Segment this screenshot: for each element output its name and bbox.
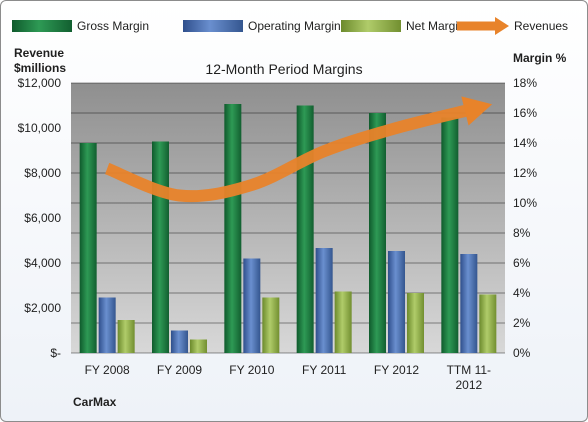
category-label: FY 2010	[229, 363, 274, 377]
operating-margin-bar	[171, 330, 188, 353]
gridlines	[71, 82, 505, 354]
legend-label: Net Margin	[406, 19, 465, 33]
category-label: FY 2009	[157, 363, 202, 377]
left-tick-label: $4,000	[24, 256, 61, 270]
revenue-line	[104, 96, 493, 203]
category-label: TTM 11-	[447, 363, 491, 377]
legend-label: Revenues	[514, 19, 568, 33]
category-label: FY 2012	[374, 363, 419, 377]
right-tick-label: 12%	[513, 166, 537, 180]
net-margin-bar	[334, 291, 352, 353]
operating-margin-bar	[243, 258, 261, 353]
operating-margin-bar	[388, 251, 405, 353]
left-axis-label-line2: $millions	[14, 61, 66, 75]
right-tick-label: 14%	[513, 136, 537, 150]
left-tick-label: $12,000	[18, 76, 62, 90]
net-margin-bar	[262, 297, 280, 353]
net-margin-bar	[117, 320, 135, 353]
right-tick-label: 0%	[513, 346, 531, 360]
category-label: FY 2011	[302, 363, 347, 377]
right-tick-label: 2%	[513, 316, 531, 330]
right-tick-label: 16%	[513, 106, 537, 120]
gross-margin-bar	[296, 105, 314, 353]
legend-label: Gross Margin	[77, 19, 149, 33]
gross-margin-bar	[152, 141, 169, 353]
category-label: FY 2008	[85, 363, 130, 377]
axes: $- $2,000 $4,000 $6,000 $8,000 $10,000 $12,000…	[18, 76, 538, 392]
gross-margin-bar	[369, 113, 386, 353]
left-axis-label-line1: Revenue	[14, 46, 64, 60]
legend-label: Operating Margin	[248, 19, 341, 33]
gross-margin-bar	[441, 117, 459, 353]
plot-area	[71, 83, 505, 353]
net-margin-bar	[407, 293, 424, 353]
revenues-line	[104, 104, 471, 203]
gross-margin-bar	[224, 104, 242, 353]
chart-title: 12-Month Period Margins	[205, 61, 362, 77]
revenues-legend-arrow	[495, 17, 509, 35]
operating-margin-bar	[98, 297, 116, 353]
company-label: CarMax	[73, 395, 117, 409]
gross-margin-legend-swatch	[12, 20, 72, 32]
operating-margin-legend-swatch	[183, 20, 243, 32]
right-tick-label: 18%	[513, 76, 537, 90]
right-tick-label: 10%	[513, 196, 537, 210]
net-margin-bar	[479, 294, 497, 353]
operating-margin-bar	[315, 248, 333, 353]
left-tick-label: $2,000	[24, 301, 61, 315]
right-tick-label: 4%	[513, 286, 531, 300]
left-tick-label: $10,000	[18, 121, 62, 135]
revenues-arrowhead	[461, 96, 493, 126]
gross-margin-bar	[79, 143, 97, 353]
net-margin-bar	[190, 339, 207, 353]
left-tick-label: $-	[50, 346, 61, 360]
net-margin-legend-swatch	[341, 20, 401, 32]
left-tick-label: $6,000	[24, 211, 61, 225]
legend: Gross Margin Operating Margin Net Margin Re…	[12, 17, 568, 35]
operating-margin-bar	[460, 254, 478, 353]
right-tick-label: 8%	[513, 226, 531, 240]
category-label: 2012	[455, 378, 482, 392]
right-tick-label: 6%	[513, 256, 531, 270]
right-axis-label: Margin %	[513, 51, 567, 65]
left-tick-label: $8,000	[24, 166, 61, 180]
